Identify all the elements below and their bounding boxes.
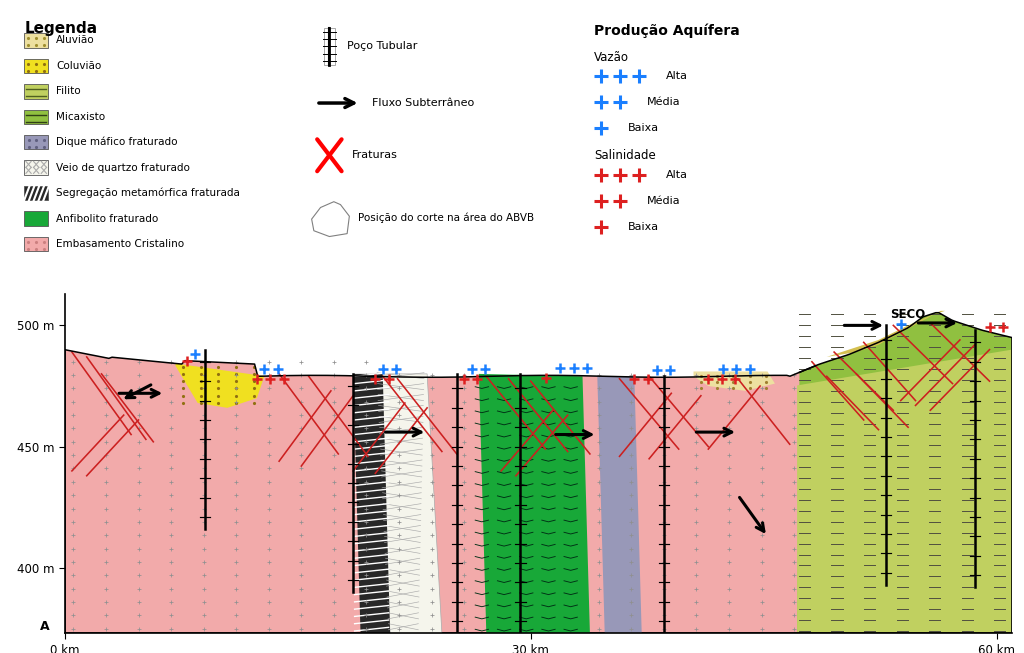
- Bar: [25, 33, 48, 48]
- Text: Filito: Filito: [56, 86, 81, 97]
- Text: Fraturas: Fraturas: [351, 150, 397, 160]
- Bar: [25, 59, 48, 73]
- Polygon shape: [597, 376, 642, 633]
- Polygon shape: [376, 374, 442, 633]
- Polygon shape: [479, 374, 590, 633]
- Bar: [25, 110, 48, 124]
- Bar: [25, 161, 48, 175]
- Text: Veio de quartzo fraturado: Veio de quartzo fraturado: [56, 163, 189, 172]
- Text: SECO: SECO: [891, 308, 926, 321]
- Bar: [25, 212, 48, 226]
- Text: Produção Aquífera: Produção Aquífera: [594, 24, 739, 38]
- Bar: [25, 186, 48, 200]
- Polygon shape: [65, 349, 812, 633]
- Text: A: A: [40, 620, 50, 633]
- Text: Média: Média: [647, 97, 681, 107]
- Text: Baixa: Baixa: [628, 222, 658, 232]
- Polygon shape: [311, 202, 349, 236]
- Text: Vazão: Vazão: [594, 51, 629, 64]
- Polygon shape: [353, 374, 390, 633]
- Text: Embasamento Cristalino: Embasamento Cristalino: [56, 239, 184, 249]
- Polygon shape: [797, 313, 1012, 633]
- Text: Coluvião: Coluvião: [56, 61, 101, 71]
- Text: Posição do corte na área do ABVB: Posição do corte na área do ABVB: [358, 212, 535, 223]
- Text: Dique máfico fraturado: Dique máfico fraturado: [56, 137, 177, 148]
- Polygon shape: [826, 311, 945, 357]
- Text: Legenda: Legenda: [25, 20, 97, 35]
- Bar: [324, 27, 335, 65]
- Text: Micaxisto: Micaxisto: [56, 112, 105, 121]
- Polygon shape: [797, 349, 1012, 633]
- Text: Baixa: Baixa: [628, 123, 658, 133]
- Text: Poço Tubular: Poço Tubular: [347, 41, 418, 52]
- Bar: [25, 236, 48, 251]
- Polygon shape: [693, 372, 775, 391]
- Polygon shape: [175, 364, 264, 408]
- Text: Alta: Alta: [666, 170, 688, 180]
- Text: Anfibolito fraturado: Anfibolito fraturado: [56, 214, 158, 223]
- Text: Aluvião: Aluvião: [56, 35, 94, 46]
- Text: Segregação metamórfica fraturada: Segregação metamórfica fraturada: [56, 188, 240, 199]
- Text: Fluxo Subterrâneo: Fluxo Subterrâneo: [372, 98, 474, 108]
- Text: Alta: Alta: [666, 71, 688, 81]
- Text: Salinidade: Salinidade: [594, 149, 655, 162]
- Bar: [25, 135, 48, 150]
- Text: Média: Média: [647, 196, 681, 206]
- Bar: [25, 84, 48, 99]
